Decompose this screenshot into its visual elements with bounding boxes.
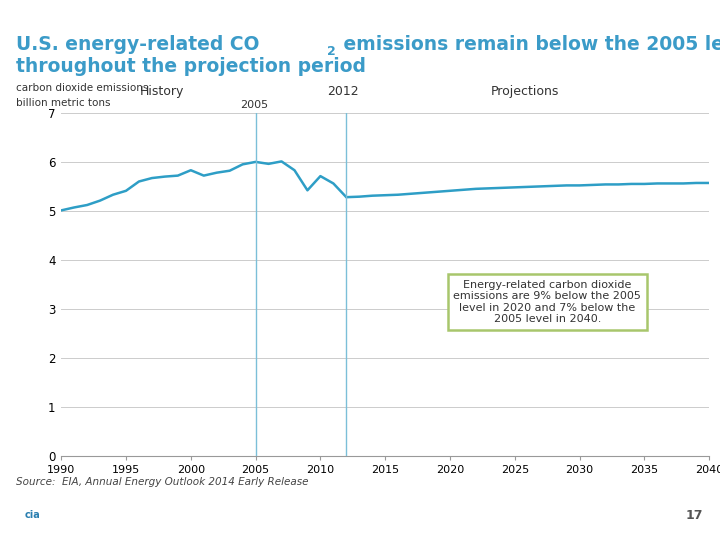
Text: 17: 17 <box>686 509 703 522</box>
Text: cia: cia <box>24 510 40 520</box>
Text: Energy-related carbon dioxide
emissions are 9% below the 2005
level in 2020 and : Energy-related carbon dioxide emissions … <box>454 280 641 325</box>
Text: 2012: 2012 <box>328 85 359 98</box>
Text: billion metric tons: billion metric tons <box>16 98 110 109</box>
Text: emissions remain below the 2005 level: emissions remain below the 2005 level <box>337 35 720 54</box>
Text: Argus Americas Crude Summit: Argus Americas Crude Summit <box>72 501 211 510</box>
Text: carbon dioxide emissions: carbon dioxide emissions <box>16 83 148 93</box>
Text: U.S. energy-related CO: U.S. energy-related CO <box>16 35 259 54</box>
Text: History: History <box>140 85 184 98</box>
Text: throughout the projection period: throughout the projection period <box>16 57 366 76</box>
Text: 2005: 2005 <box>240 100 269 110</box>
Text: 2: 2 <box>327 45 336 58</box>
Text: Source:  EIA, Annual Energy Outlook 2014 Early Release: Source: EIA, Annual Energy Outlook 2014 … <box>16 477 308 487</box>
Text: January 22, 2014: January 22, 2014 <box>72 522 149 531</box>
Circle shape <box>493 501 720 529</box>
Text: Projections: Projections <box>490 85 559 98</box>
Circle shape <box>0 500 248 530</box>
